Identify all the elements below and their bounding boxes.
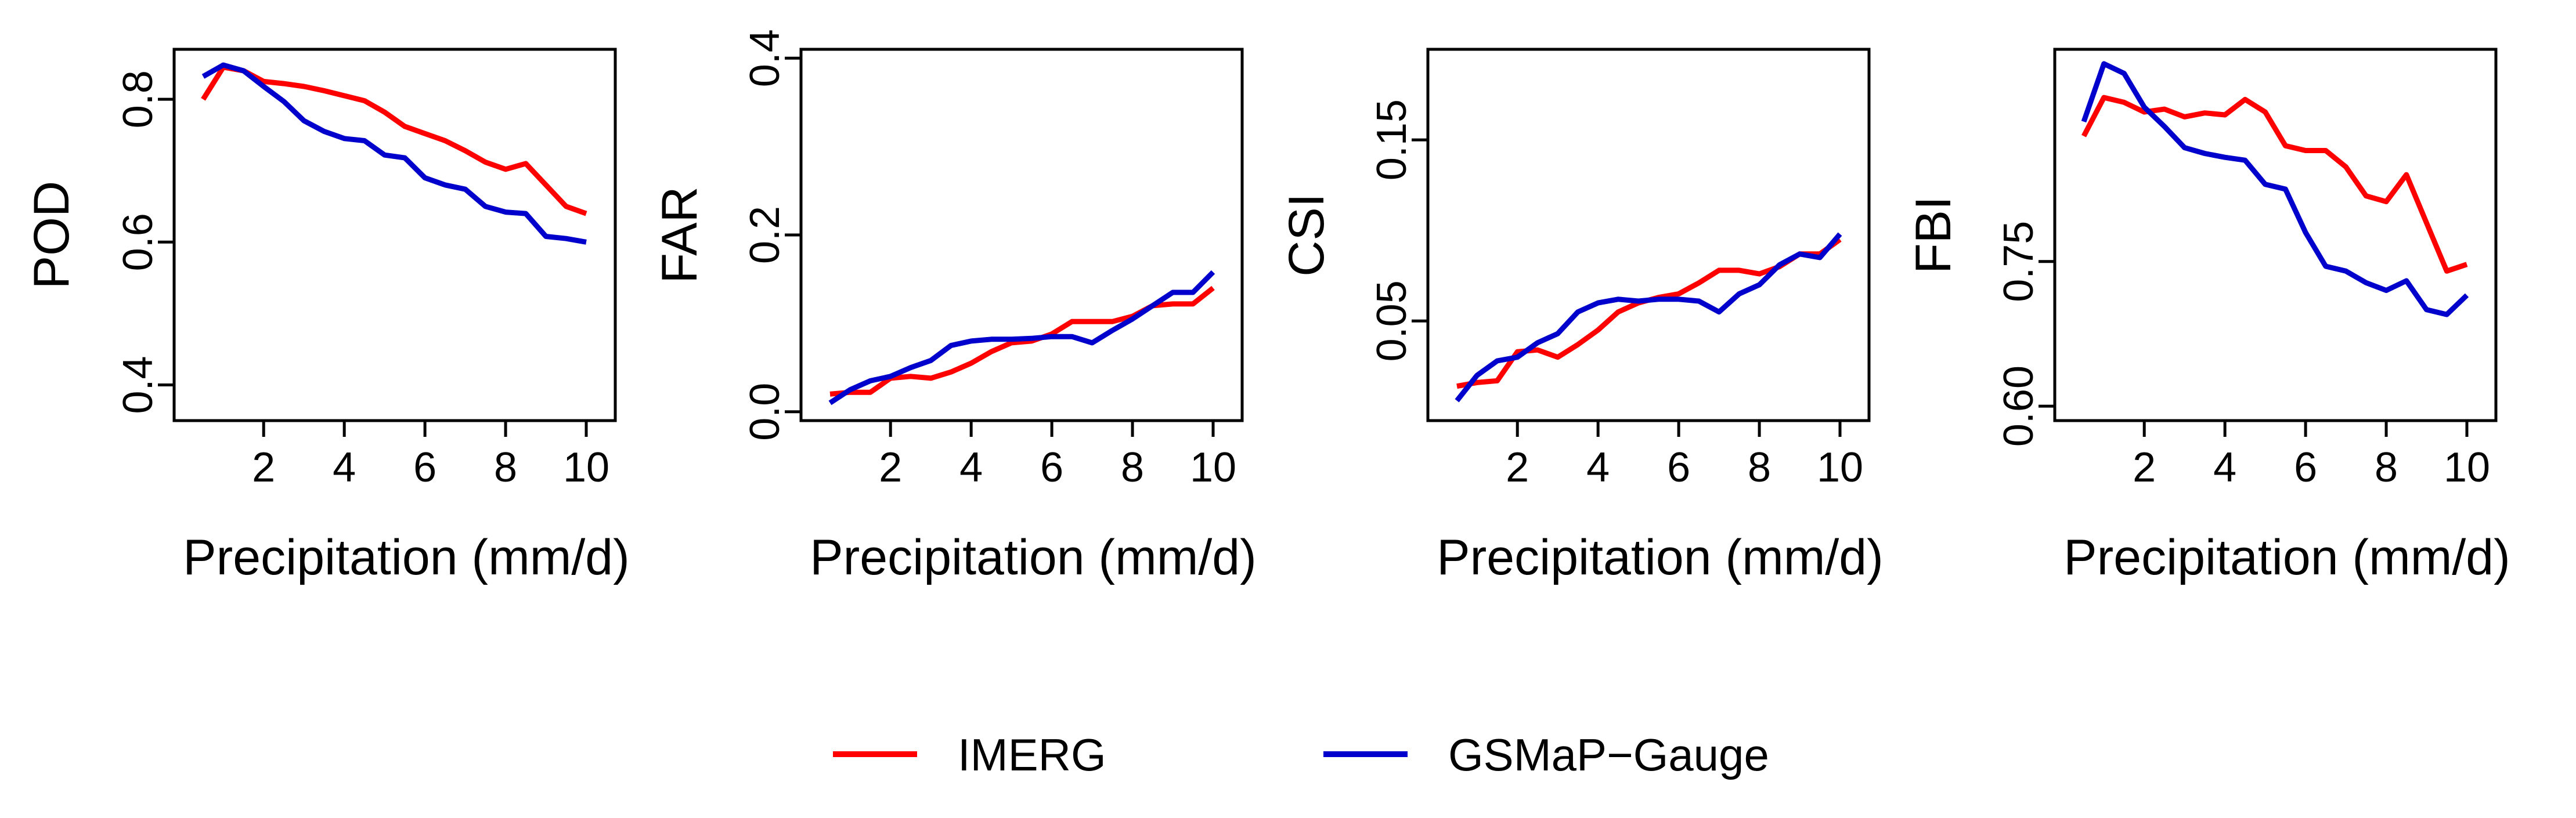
panel-fbi: FBI Precipitation (mm/d) 2 4 6 8 10 0.60 0.75 bbox=[1906, 48, 2510, 585]
x-tick-label-fbi-4: 4 bbox=[2213, 444, 2236, 491]
x-tick-label-csi-2: 2 bbox=[1506, 444, 1529, 491]
panel-csi: CSI Precipitation (mm/d) 2 4 6 8 10 0.05 0.15 bbox=[1279, 48, 1884, 585]
y-tick-label-fbi-0: 0.60 bbox=[1996, 365, 2042, 447]
x-tick-label-pod-8: 8 bbox=[494, 444, 517, 491]
series-line-gsmap-gauge-csi bbox=[1455, 232, 1842, 403]
plot-frame-csi bbox=[1426, 48, 1871, 422]
x-tick-label-far-4: 4 bbox=[959, 444, 983, 491]
series-line-gsmap-gauge-fbi bbox=[2081, 61, 2469, 317]
xlabel-fbi: Precipitation (mm/d) bbox=[2063, 530, 2510, 585]
series-line-imerg-pod bbox=[201, 64, 587, 216]
xlabel-csi: Precipitation (mm/d) bbox=[1437, 530, 1883, 585]
y-tick-label-pod-0: 0.4 bbox=[115, 356, 161, 414]
legend: IMERG GSMaP−Gauge bbox=[833, 729, 1769, 780]
x-tick-label-pod-6: 6 bbox=[413, 444, 436, 491]
x-tick-label-far-8: 8 bbox=[1121, 444, 1144, 491]
series-line-gsmap-gauge-far bbox=[828, 270, 1215, 406]
legend-label-imerg: IMERG bbox=[958, 729, 1106, 780]
ylabel-pod: POD bbox=[24, 181, 80, 289]
y-tick-label-pod-2: 0.8 bbox=[115, 70, 161, 128]
plot-frame-pod bbox=[172, 48, 617, 422]
plot-frame-fbi bbox=[2053, 48, 2498, 422]
xlabel-pod: Precipitation (mm/d) bbox=[183, 530, 629, 585]
x-tick-label-fbi-8: 8 bbox=[2375, 444, 2398, 491]
y-tick-label-far-0: 0.0 bbox=[742, 383, 788, 441]
y-tick-label-far-2: 0.4 bbox=[742, 29, 788, 87]
x-tick-label-far-6: 6 bbox=[1040, 444, 1063, 491]
ylabel-far: FAR bbox=[652, 186, 708, 283]
x-tick-label-csi-8: 8 bbox=[1748, 444, 1771, 491]
x-tick-label-fbi-10: 10 bbox=[2444, 444, 2490, 491]
x-tick-label-pod-10: 10 bbox=[563, 444, 609, 491]
x-tick-label-pod-4: 4 bbox=[333, 444, 356, 491]
panel-pod: POD Precipitation (mm/d) 2 4 6 8 10 0.4 0.6 0.8 bbox=[24, 48, 630, 585]
x-tick-label-csi-6: 6 bbox=[1667, 444, 1690, 491]
x-tick-label-fbi-2: 2 bbox=[2133, 444, 2156, 491]
y-tick-label-csi-0: 0.05 bbox=[1369, 280, 1415, 361]
y-tick-label-fbi-1: 0.75 bbox=[1996, 221, 2042, 302]
x-tick-label-pod-2: 2 bbox=[252, 444, 275, 491]
x-tick-label-far-2: 2 bbox=[879, 444, 902, 491]
xlabel-far: Precipitation (mm/d) bbox=[810, 530, 1256, 585]
y-tick-label-pod-1: 0.6 bbox=[115, 213, 161, 271]
x-tick-label-fbi-6: 6 bbox=[2294, 444, 2317, 491]
x-tick-label-csi-4: 4 bbox=[1586, 444, 1610, 491]
x-tick-label-far-10: 10 bbox=[1190, 444, 1236, 491]
ylabel-fbi: FBI bbox=[1906, 196, 1961, 274]
legend-label-gsmap-gauge: GSMaP−Gauge bbox=[1448, 729, 1769, 780]
x-tick-label-csi-10: 10 bbox=[1817, 444, 1863, 491]
panel-far: FAR Precipitation (mm/d) 2 4 6 8 10 0.0 0.2 0.4 bbox=[652, 29, 1257, 585]
y-tick-label-far-1: 0.2 bbox=[742, 206, 788, 264]
series-line-gsmap-gauge-pod bbox=[201, 62, 587, 245]
ylabel-csi: CSI bbox=[1279, 193, 1334, 276]
y-tick-label-csi-1: 0.15 bbox=[1369, 99, 1415, 180]
